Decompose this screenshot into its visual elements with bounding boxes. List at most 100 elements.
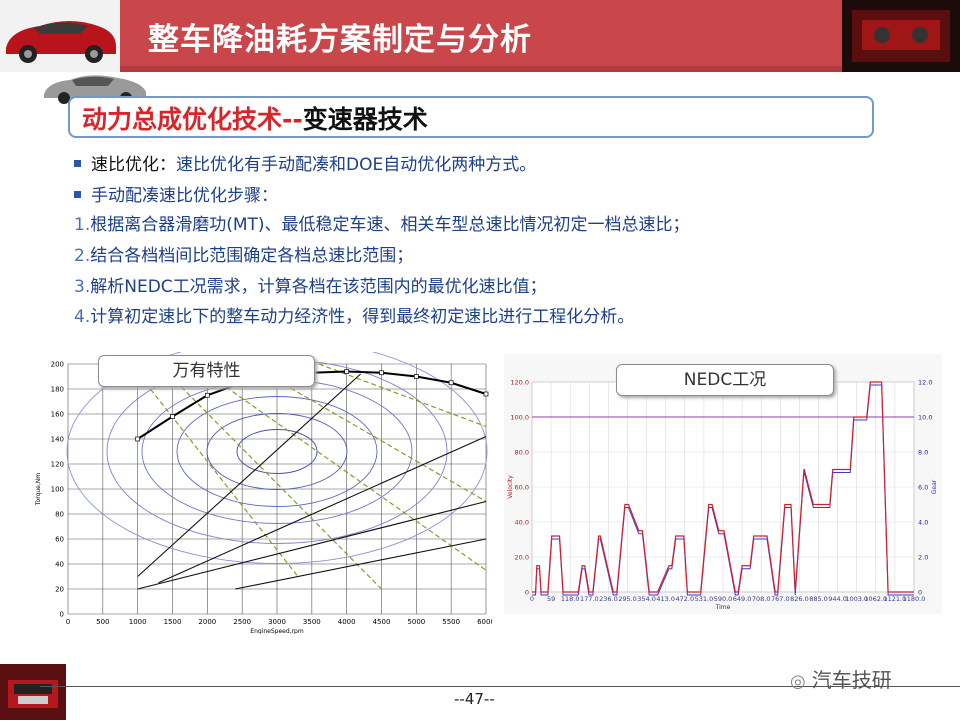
- step-2: 2.结合各档档间比范围确定各档总速比范围；: [74, 241, 413, 266]
- section-title: 动力总成优化技术--变速器技术: [82, 100, 428, 136]
- x-axis-label: EngineSpeed,rpm: [250, 628, 304, 634]
- step-text: 结合各档档间比范围确定各档总速比范围；: [90, 246, 414, 266]
- y2-tick-label: 12.0: [918, 379, 932, 387]
- page-title: 整车降油耗方案制定与分析: [148, 22, 532, 58]
- x-tick-label: 1062.0: [864, 595, 887, 603]
- x-tick-label: 708.0: [752, 595, 771, 603]
- x-tick-label: 531.0: [695, 595, 714, 603]
- y-tick-label: 0: [525, 589, 529, 597]
- x-tick-label: 1180.0: [903, 595, 926, 603]
- step-number: 3.: [74, 277, 91, 297]
- nedc-svg: 0 59 118.0 177.0 236.0 295.0 354.0 413.0 472.0 53…: [507, 379, 938, 612]
- brand-name: 汽车技研: [811, 668, 892, 692]
- y-tick-label: 0: [60, 611, 64, 619]
- x-tick-label: 177.0: [580, 595, 599, 603]
- header-band: [120, 0, 842, 72]
- x-axis-label: Time: [715, 604, 731, 611]
- velocity-trace: [532, 381, 914, 593]
- y2-tick-label: 2.0: [918, 554, 928, 562]
- y-tick-label: 160: [51, 411, 64, 419]
- y-tick-label: 20: [55, 586, 64, 594]
- x-tick-label: 3500: [303, 618, 321, 626]
- bullet-head: 速比优化：: [91, 155, 176, 175]
- step-number: 1.: [74, 215, 91, 235]
- x-tick-label: 500: [96, 618, 109, 626]
- bullet-text: 手动配凑速比优化步骤：: [91, 186, 278, 206]
- x-tick-label: 5500: [442, 618, 460, 626]
- engine-map-chart: 0 500 1000 1500 2000 2500 3000 3500 4000 4500 5000…: [30, 339, 495, 635]
- x-tick-label: 59: [547, 595, 555, 603]
- power-line: [248, 363, 487, 503]
- x-tick-label: 118.0: [561, 595, 580, 603]
- step-text: 根据离合器滑磨功(MT)、最低稳定车速、相关车型总速比情况初定一档总速比；: [90, 215, 690, 235]
- y-tick-label: 80: [55, 511, 64, 519]
- y-tick-label: 120: [51, 461, 64, 469]
- section-title-red: 动力总成优化技术--: [82, 105, 303, 134]
- x-tick-label: 295.0: [618, 595, 637, 603]
- step-3: 3.解析NEDC工况需求，计算各档在该范围内的最优化速比值；: [74, 272, 547, 297]
- full-load-point: [483, 391, 489, 397]
- efficiency-contour: [176, 396, 378, 507]
- x-tick-label: 5000: [407, 618, 425, 626]
- y-tick-label: 200: [51, 361, 64, 369]
- full-load-point: [170, 414, 175, 419]
- y2-tick-label: 4.0: [918, 519, 928, 527]
- full-load-point: [413, 374, 419, 379]
- gear-line: [158, 435, 487, 584]
- full-load-point: [344, 369, 350, 374]
- power-line: [130, 363, 299, 577]
- bullet-square-icon: [74, 159, 81, 167]
- x-tick-label: 1003.0: [845, 595, 868, 603]
- y-tick-label: 20.0: [515, 554, 529, 562]
- x-tick-label: 354.0: [637, 595, 656, 603]
- y2-tick-label: 6.0: [918, 484, 928, 492]
- engine-map-svg: 0 500 1000 1500 2000 2500 3000 3500 4000 4500 5000…: [35, 339, 495, 635]
- x-tick-label: 649.0: [733, 595, 752, 603]
- y-tick-label: 120.0: [510, 379, 529, 387]
- gear-line: [235, 538, 487, 590]
- y-tick-label: 140: [51, 436, 64, 444]
- y-tick-label: 60: [55, 536, 64, 544]
- step-1: 1.根据离合器滑磨功(MT)、最低稳定车速、相关车型总速比情况初定一档总速比；: [74, 210, 690, 235]
- y-tick-label: 40.0: [515, 519, 529, 527]
- x-tick-label: 472.0: [675, 595, 694, 603]
- bullet-ratio-optimization: 速比优化：速比优化有手动配凑和DOE自动优化两种方式。: [74, 150, 536, 175]
- bullet-manual-steps: 手动配凑速比优化步骤：: [74, 181, 278, 206]
- wechat-icon: ◎: [790, 671, 806, 692]
- footer-truck-image: [0, 664, 66, 720]
- efficiency-contour: [236, 429, 318, 474]
- x-tick-label: 0: [66, 618, 70, 626]
- y2-axis-label: Gear: [931, 479, 938, 494]
- x-tick-label: 826.0: [790, 595, 809, 603]
- full-load-point: [204, 392, 210, 398]
- full-load-point: [379, 370, 384, 376]
- x-tick-label: 4500: [373, 618, 391, 626]
- y-tick-label: 80.0: [515, 449, 529, 457]
- x-tick-label: 1000: [129, 618, 147, 626]
- bullet-square-icon: [74, 190, 81, 198]
- bullet-text: 速比优化有手动配凑和DOE自动优化两种方式。: [176, 155, 537, 175]
- y-tick-label: 40: [55, 561, 64, 569]
- y-tick-label: 100.0: [510, 414, 529, 422]
- y2-tick-label: 10.0: [918, 414, 932, 422]
- header-engine-image-right: [842, 0, 960, 72]
- step-text: 解析NEDC工况需求，计算各档在该范围内的最优化速比值；: [90, 277, 547, 297]
- gear-line: [137, 500, 487, 590]
- step-number: 2.: [74, 246, 91, 266]
- x-tick-label: 2000: [198, 618, 216, 626]
- y-axis-label: Torque,Nm: [35, 473, 42, 506]
- step-number: 4.: [74, 307, 91, 327]
- header-car-image-left: [0, 0, 120, 72]
- nedc-label: NEDC工况: [616, 364, 834, 396]
- engine-map-label: 万有特性: [98, 355, 315, 387]
- x-tick-label: 0: [530, 595, 534, 603]
- power-line: [318, 363, 487, 428]
- y-axis-label: Velocity: [507, 475, 514, 499]
- x-tick-label: 590.0: [714, 595, 733, 603]
- x-tick-label: 1500: [164, 618, 182, 626]
- efficiency-contour: [206, 413, 348, 490]
- section-title-box: [68, 96, 874, 138]
- y2-tick-label: 0: [918, 589, 922, 597]
- step-text: 计算初定速比下的整车动力经济性，得到最终初定速比进行工程化分析。: [90, 307, 635, 327]
